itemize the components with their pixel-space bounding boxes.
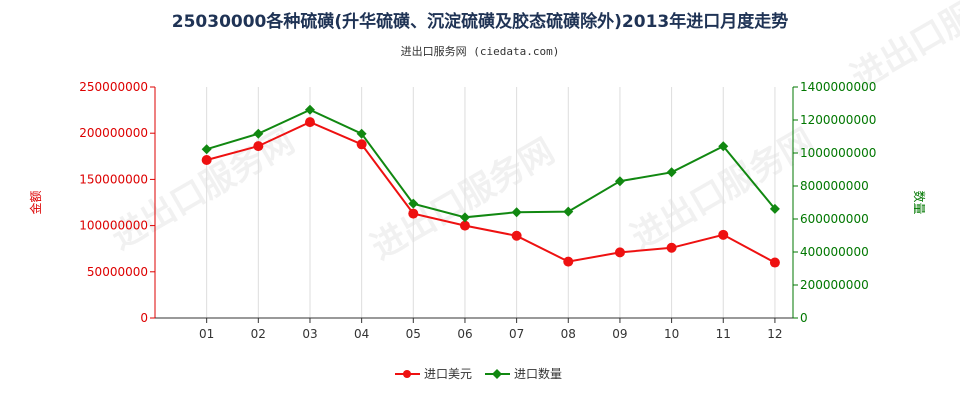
- series-1-point-09: [614, 176, 625, 187]
- series-1-point-04: [356, 128, 367, 139]
- y-right-tick-label-1: 200000000: [800, 278, 869, 292]
- series-1-point-01: [201, 144, 212, 155]
- y-right-tick-label-0: 0: [800, 311, 808, 325]
- y-axis-right-title: 数量: [912, 190, 927, 214]
- x-tick-label-07: 07: [509, 327, 524, 341]
- series-0-point-10: [666, 242, 677, 253]
- y-left-tick-label-0: 0: [140, 311, 148, 325]
- series-0-point-02: [253, 141, 264, 152]
- y-left-tick-label-1: 50000000: [87, 265, 148, 279]
- series-0: [201, 117, 780, 268]
- series-0-point-05: [408, 208, 419, 219]
- x-tick-label-08: 08: [561, 327, 576, 341]
- watermark-1: 进出口服务网: [365, 131, 562, 268]
- series-0-point-09: [614, 247, 625, 258]
- watermark-0: 进出口服务网: [105, 121, 302, 258]
- legend: 进口美元 进口数量: [395, 366, 562, 381]
- x-tick-label-06: 06: [457, 327, 472, 341]
- series-line-0: [206, 121, 776, 264]
- series-0-point-11: [718, 229, 729, 240]
- series-0-point-07: [511, 230, 522, 241]
- series-0-point-04: [356, 139, 367, 150]
- legend-item-amount[interactable]: 进口美元: [395, 367, 472, 381]
- series-1-point-11: [718, 141, 729, 152]
- chart-title: 25030000各种硫磺(升华硫磺、沉淀硫磺及胶态硫磺除外)2013年进口月度走…: [172, 11, 788, 32]
- y-left-tick-label-4: 200000000: [79, 126, 148, 140]
- legend-item-quantity[interactable]: 进口数量: [485, 366, 562, 381]
- series-line-1: [206, 108, 776, 219]
- x-tick-label-02: 02: [251, 327, 266, 341]
- legend-label-amount: 进口美元: [424, 367, 472, 381]
- series-1: [201, 104, 780, 223]
- y-right-tick-label-7: 1400000000: [800, 80, 876, 94]
- series-0-point-01: [201, 154, 212, 165]
- series-1-point-10: [666, 167, 677, 178]
- series-1-point-08: [563, 206, 574, 217]
- series-1-point-07: [511, 207, 522, 218]
- x-tick-label-05: 05: [406, 327, 421, 341]
- axes: 0 50000000 100000000 150000000 200000000 2500…: [79, 80, 876, 341]
- series-0-point-03: [304, 117, 315, 128]
- y-right-tick-label-2: 400000000: [800, 245, 869, 259]
- y-right-tick-label-3: 600000000: [800, 212, 869, 226]
- series-0-point-06: [459, 220, 470, 231]
- series-0-point-12: [769, 257, 780, 268]
- series-1-point-12: [769, 203, 780, 214]
- legend-label-quantity: 进口数量: [514, 366, 562, 381]
- y-right-tick-label-6: 1200000000: [800, 113, 876, 127]
- series-1-point-05: [408, 198, 419, 209]
- y-axis-left-title: 金额: [28, 190, 43, 214]
- y-left-tick-label-2: 100000000: [79, 219, 148, 233]
- y-left-tick-label-3: 150000000: [79, 172, 148, 186]
- series-1-point-03: [304, 104, 315, 115]
- y-right-tick-label-5: 1000000000: [800, 146, 876, 160]
- grid-lines: [206, 87, 776, 318]
- x-tick-label-11: 11: [716, 327, 731, 341]
- y-left-tick-label-5: 250000000: [79, 80, 148, 94]
- x-tick-label-12: 12: [767, 327, 782, 341]
- x-tick-label-03: 03: [302, 327, 317, 341]
- series-layer: [201, 104, 780, 268]
- x-tick-label-10: 10: [664, 327, 679, 341]
- series-1-point-02: [253, 128, 264, 139]
- x-tick-label-09: 09: [612, 327, 627, 341]
- series-1-point-06: [459, 212, 470, 223]
- chart-subtitle: 进出口服务网 (ciedata.com): [401, 44, 560, 58]
- x-tick-label-04: 04: [354, 327, 369, 341]
- x-tick-label-01: 01: [199, 327, 214, 341]
- series-0-point-08: [563, 256, 574, 267]
- y-right-tick-label-4: 800000000: [800, 179, 869, 193]
